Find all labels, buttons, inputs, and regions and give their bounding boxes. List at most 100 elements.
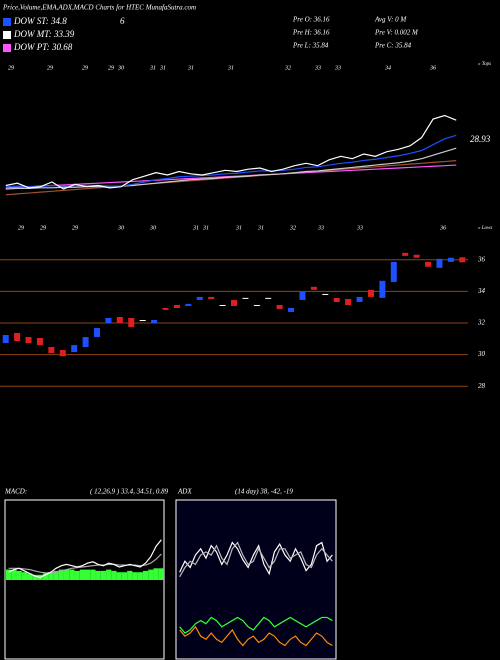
- macd-params: ( 12,26,9 ) 33.4, 34.51, 0.89: [90, 488, 169, 496]
- stat: Pre O: 36.16: [292, 16, 330, 24]
- x-tick-label: 31: [202, 225, 209, 231]
- series-line: [5, 134, 457, 188]
- candle: [447, 257, 454, 262]
- stat: Pre H: 36.16: [292, 29, 330, 37]
- adx-params: (14 day) 38, -42, -19: [235, 488, 293, 496]
- x-tick-label: 31: [235, 225, 242, 231]
- series-line: [5, 114, 457, 190]
- candle: [333, 297, 340, 302]
- x-tick-label: 31: [227, 65, 234, 71]
- candle: [208, 296, 215, 299]
- macd-bar: [137, 572, 143, 580]
- macd-bar: [100, 570, 107, 580]
- y-tick-label: 36: [477, 255, 486, 263]
- macd-bar: [132, 572, 138, 580]
- legend-label: DOW ST: 34.8: [13, 16, 67, 26]
- series-line: [5, 160, 457, 196]
- macd-bar: [6, 569, 12, 580]
- candle: [116, 316, 123, 323]
- candle: [425, 261, 432, 267]
- candle: [390, 261, 397, 282]
- candle: [139, 319, 146, 321]
- x-tick-label: 33: [334, 65, 341, 71]
- candle: [25, 337, 32, 344]
- x-tick-label: 31: [187, 65, 194, 71]
- candle: [413, 254, 420, 258]
- stat: Pre C: 35.84: [374, 42, 412, 50]
- candle: [2, 335, 9, 344]
- candle: [48, 347, 55, 354]
- macd-bar: [21, 572, 28, 580]
- y-tick-label: 32: [477, 319, 486, 327]
- macd-bar: [142, 570, 149, 580]
- macd-bar: [32, 574, 38, 580]
- macd-bar: [90, 569, 96, 580]
- x-tick-label: 36: [439, 225, 446, 231]
- candle: [253, 304, 260, 306]
- macd-bar: [95, 570, 101, 580]
- macd-bar: [121, 572, 128, 580]
- legend-swatch: [3, 18, 11, 26]
- candle: [459, 257, 466, 263]
- macd-bar: [27, 573, 33, 580]
- macd-bar: [42, 573, 49, 580]
- macd-bar: [106, 569, 112, 580]
- candle: [299, 291, 306, 300]
- y-tick-label: 28: [478, 382, 486, 390]
- candle: [82, 337, 89, 348]
- candle: [402, 252, 409, 256]
- candle: [322, 293, 329, 295]
- x-tick-label: 29: [72, 225, 78, 231]
- candle: [219, 304, 226, 306]
- candle: [196, 296, 203, 300]
- macd-bar: [16, 570, 22, 580]
- x-tick-label: 32: [289, 225, 296, 231]
- candle: [162, 307, 169, 310]
- y-tick-label: 34: [477, 287, 486, 295]
- x-tick-label: 29: [82, 65, 88, 71]
- candle: [36, 338, 43, 346]
- side-label: « Tops: [478, 62, 491, 67]
- candle: [367, 289, 374, 297]
- x-tick-label: 29: [47, 65, 53, 71]
- macd-bar: [48, 572, 54, 580]
- candle: [151, 319, 158, 323]
- candle: [71, 345, 78, 353]
- candle: [59, 350, 66, 357]
- candle: [356, 296, 363, 302]
- legend-label: DOW MT: 33.39: [13, 29, 75, 39]
- x-tick-label: 30: [117, 225, 124, 231]
- candle: [265, 297, 272, 299]
- series-line: [5, 147, 457, 190]
- adx-panel: [175, 499, 337, 660]
- x-tick-label: 31: [159, 65, 166, 71]
- stat: Pre V: 0.002 M: [374, 29, 419, 37]
- macd-bar: [153, 568, 159, 580]
- x-tick-label: 33: [314, 65, 321, 71]
- legend-extra: 6: [120, 16, 125, 26]
- macd-bar: [111, 570, 117, 580]
- x-tick-label: 29: [108, 65, 114, 71]
- macd-title: MACD:: [4, 488, 27, 496]
- candle: [436, 258, 443, 268]
- page-title: Price,Volume,EMA,ADX,MACD Charts for HTE…: [2, 4, 196, 12]
- x-tick-label: 30: [149, 225, 156, 231]
- candle: [173, 304, 180, 308]
- x-tick-label: 29: [18, 225, 24, 231]
- candle: [379, 280, 386, 298]
- legend-swatch: [3, 44, 11, 52]
- stat: Pre L: 35.84: [292, 42, 329, 50]
- macd-bar: [148, 569, 154, 580]
- macd-bar: [158, 568, 164, 580]
- legend-swatch: [3, 31, 11, 39]
- series-line: [179, 541, 333, 576]
- candle: [310, 286, 317, 290]
- macd-bar: [63, 569, 70, 580]
- x-tick-label: 32: [284, 65, 291, 71]
- macd-bar: [85, 569, 91, 580]
- series-line: [8, 539, 162, 579]
- candle: [231, 299, 237, 306]
- macd-bar: [11, 569, 17, 580]
- x-tick-label: 31: [192, 225, 199, 231]
